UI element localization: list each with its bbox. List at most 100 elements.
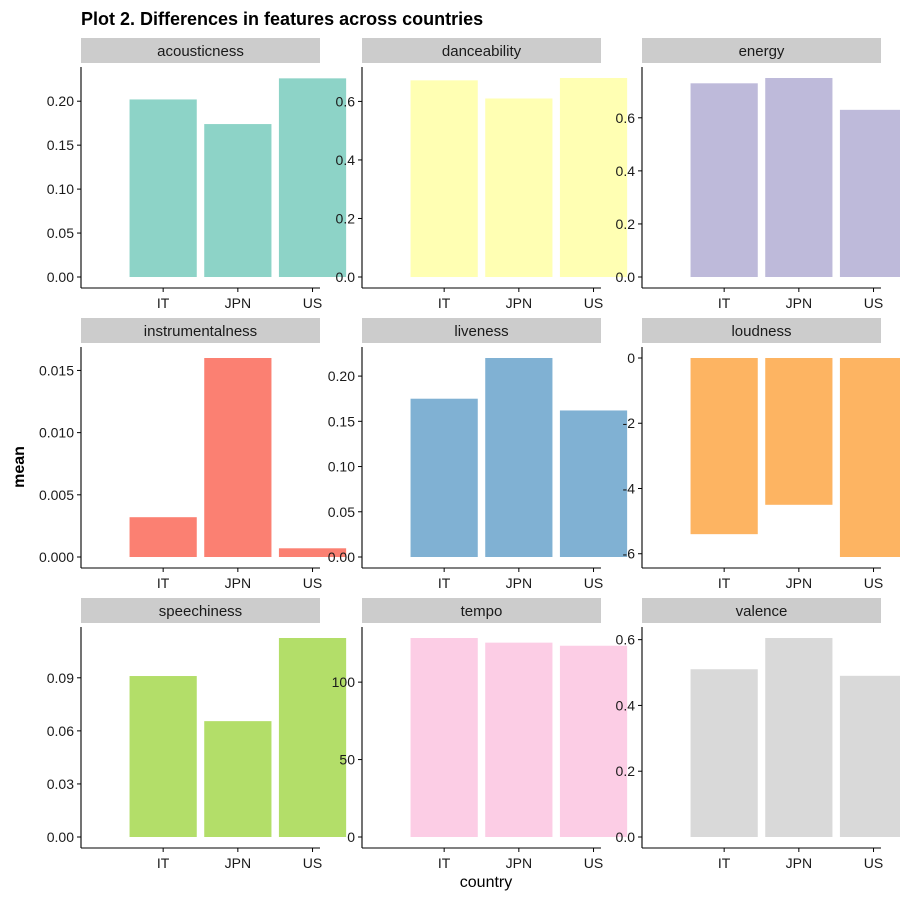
y-tick-label: 0.15 <box>47 137 74 153</box>
bar-us <box>839 109 900 277</box>
panel-energy: energy 0.0 0.2 0.4 0.6 IT JPN US <box>616 38 900 311</box>
y-tick-label: 0.010 <box>39 425 74 441</box>
y-tick-label: -4 <box>623 480 636 496</box>
y-tick-label: 0.2 <box>616 763 636 779</box>
bar-it <box>690 358 758 535</box>
y-tick-label: 0.015 <box>39 362 74 378</box>
panel-acousticness: acousticness 0.00 0.05 0.10 0.15 0.20 IT JPN US <box>47 38 347 311</box>
strip-label: energy <box>739 43 785 60</box>
strip-label: loudness <box>731 323 791 340</box>
bar-it <box>129 676 197 837</box>
strip-instrumentalness <box>81 318 320 343</box>
panel-tempo: tempo 0 50 100 IT JPN US <box>332 598 628 871</box>
panel-loudness: loudness 0 -2 -4 -6 IT JPN US <box>623 318 900 591</box>
bar-it <box>129 517 197 557</box>
x-tick-label: JPN <box>506 855 532 871</box>
x-tick-label: JPN <box>786 295 812 311</box>
y-tick-label: 50 <box>339 752 355 768</box>
y-tick-label: 0.03 <box>47 776 74 792</box>
y-tick-label: 0.6 <box>616 110 636 126</box>
x-axis-label: country <box>460 874 512 891</box>
x-tick-label: US <box>864 295 883 311</box>
bar-it <box>690 83 758 277</box>
y-tick-label: 0.6 <box>616 632 636 648</box>
y-tick-label: 0.05 <box>47 225 74 241</box>
y-tick-label: 0.6 <box>336 93 356 109</box>
strip-tempo <box>362 598 601 623</box>
strip-label: speechiness <box>159 603 242 620</box>
bar-us <box>278 548 347 557</box>
x-tick-label: IT <box>718 575 731 591</box>
strip-acousticness <box>81 38 320 63</box>
strip-label: instrumentalness <box>144 323 257 340</box>
x-tick-label: JPN <box>225 575 251 591</box>
x-tick-label: US <box>303 575 322 591</box>
y-tick-label: 0.05 <box>328 504 355 520</box>
bar-us <box>278 78 347 277</box>
x-tick-label: IT <box>438 295 451 311</box>
y-tick-label: 0.000 <box>39 549 74 565</box>
bar-us <box>559 78 628 277</box>
x-tick-label: IT <box>718 295 731 311</box>
x-tick-label: JPN <box>225 295 251 311</box>
bar-jpn <box>765 358 833 505</box>
panel-liveness: liveness 0.00 0.05 0.10 0.15 0.20 IT JPN US <box>328 318 628 591</box>
y-tick-label: 0.2 <box>616 216 636 232</box>
strip-liveness <box>362 318 601 343</box>
y-tick-label: -6 <box>623 546 636 562</box>
x-tick-label: IT <box>157 855 170 871</box>
strip-label: acousticness <box>157 43 244 60</box>
bar-us <box>278 638 347 837</box>
x-tick-label: IT <box>718 855 731 871</box>
y-tick-label: 100 <box>332 674 356 690</box>
bar-it <box>129 99 197 278</box>
bar-jpn <box>485 358 553 557</box>
bar-it <box>410 80 478 277</box>
panel-speechiness: speechiness 0.00 0.03 0.06 0.09 IT JPN US <box>47 598 347 871</box>
y-tick-label: 0.00 <box>47 269 74 285</box>
x-tick-label: JPN <box>225 855 251 871</box>
y-tick-label: 0 <box>627 350 635 366</box>
y-tick-label: 0.4 <box>616 697 636 713</box>
bar-jpn <box>485 642 553 837</box>
bar-jpn <box>204 124 272 277</box>
y-tick-label: 0.2 <box>336 210 356 226</box>
x-tick-label: US <box>584 855 603 871</box>
panel-valence: valence 0.0 0.2 0.4 0.6 IT JPN US <box>616 598 900 871</box>
y-tick-label: 0.00 <box>328 549 355 565</box>
x-tick-label: IT <box>157 575 170 591</box>
bar-jpn <box>765 638 833 837</box>
panel-danceability: danceability 0.0 0.2 0.4 0.6 IT JPN US <box>336 38 628 311</box>
bar-jpn <box>204 358 272 557</box>
bar-it <box>410 398 478 557</box>
x-tick-label: JPN <box>786 575 812 591</box>
y-tick-label: 0.10 <box>328 459 355 475</box>
x-tick-label: US <box>864 575 883 591</box>
x-tick-label: IT <box>438 575 451 591</box>
y-tick-label: 0.005 <box>39 487 74 503</box>
y-axis-label: mean <box>11 446 28 488</box>
strip-danceability <box>362 38 601 63</box>
y-tick-label: 0.0 <box>616 269 636 285</box>
bar-jpn <box>765 78 833 277</box>
y-tick-label: 0.0 <box>616 829 636 845</box>
x-tick-label: IT <box>438 855 451 871</box>
strip-speechiness <box>81 598 320 623</box>
bar-it <box>690 669 758 837</box>
strip-label: liveness <box>454 323 508 340</box>
bar-it <box>410 638 478 837</box>
y-tick-label: 0.4 <box>616 163 636 179</box>
strip-label: valence <box>736 603 788 620</box>
y-tick-label: 0.0 <box>336 269 356 285</box>
y-tick-label: 0.00 <box>47 829 74 845</box>
y-tick-label: 0.06 <box>47 723 74 739</box>
bar-us <box>559 410 628 557</box>
strip-loudness <box>642 318 881 343</box>
x-tick-label: US <box>303 855 322 871</box>
chart-title: Plot 2. Differences in features across c… <box>81 9 483 29</box>
bar-us <box>839 358 900 557</box>
x-tick-label: US <box>864 855 883 871</box>
